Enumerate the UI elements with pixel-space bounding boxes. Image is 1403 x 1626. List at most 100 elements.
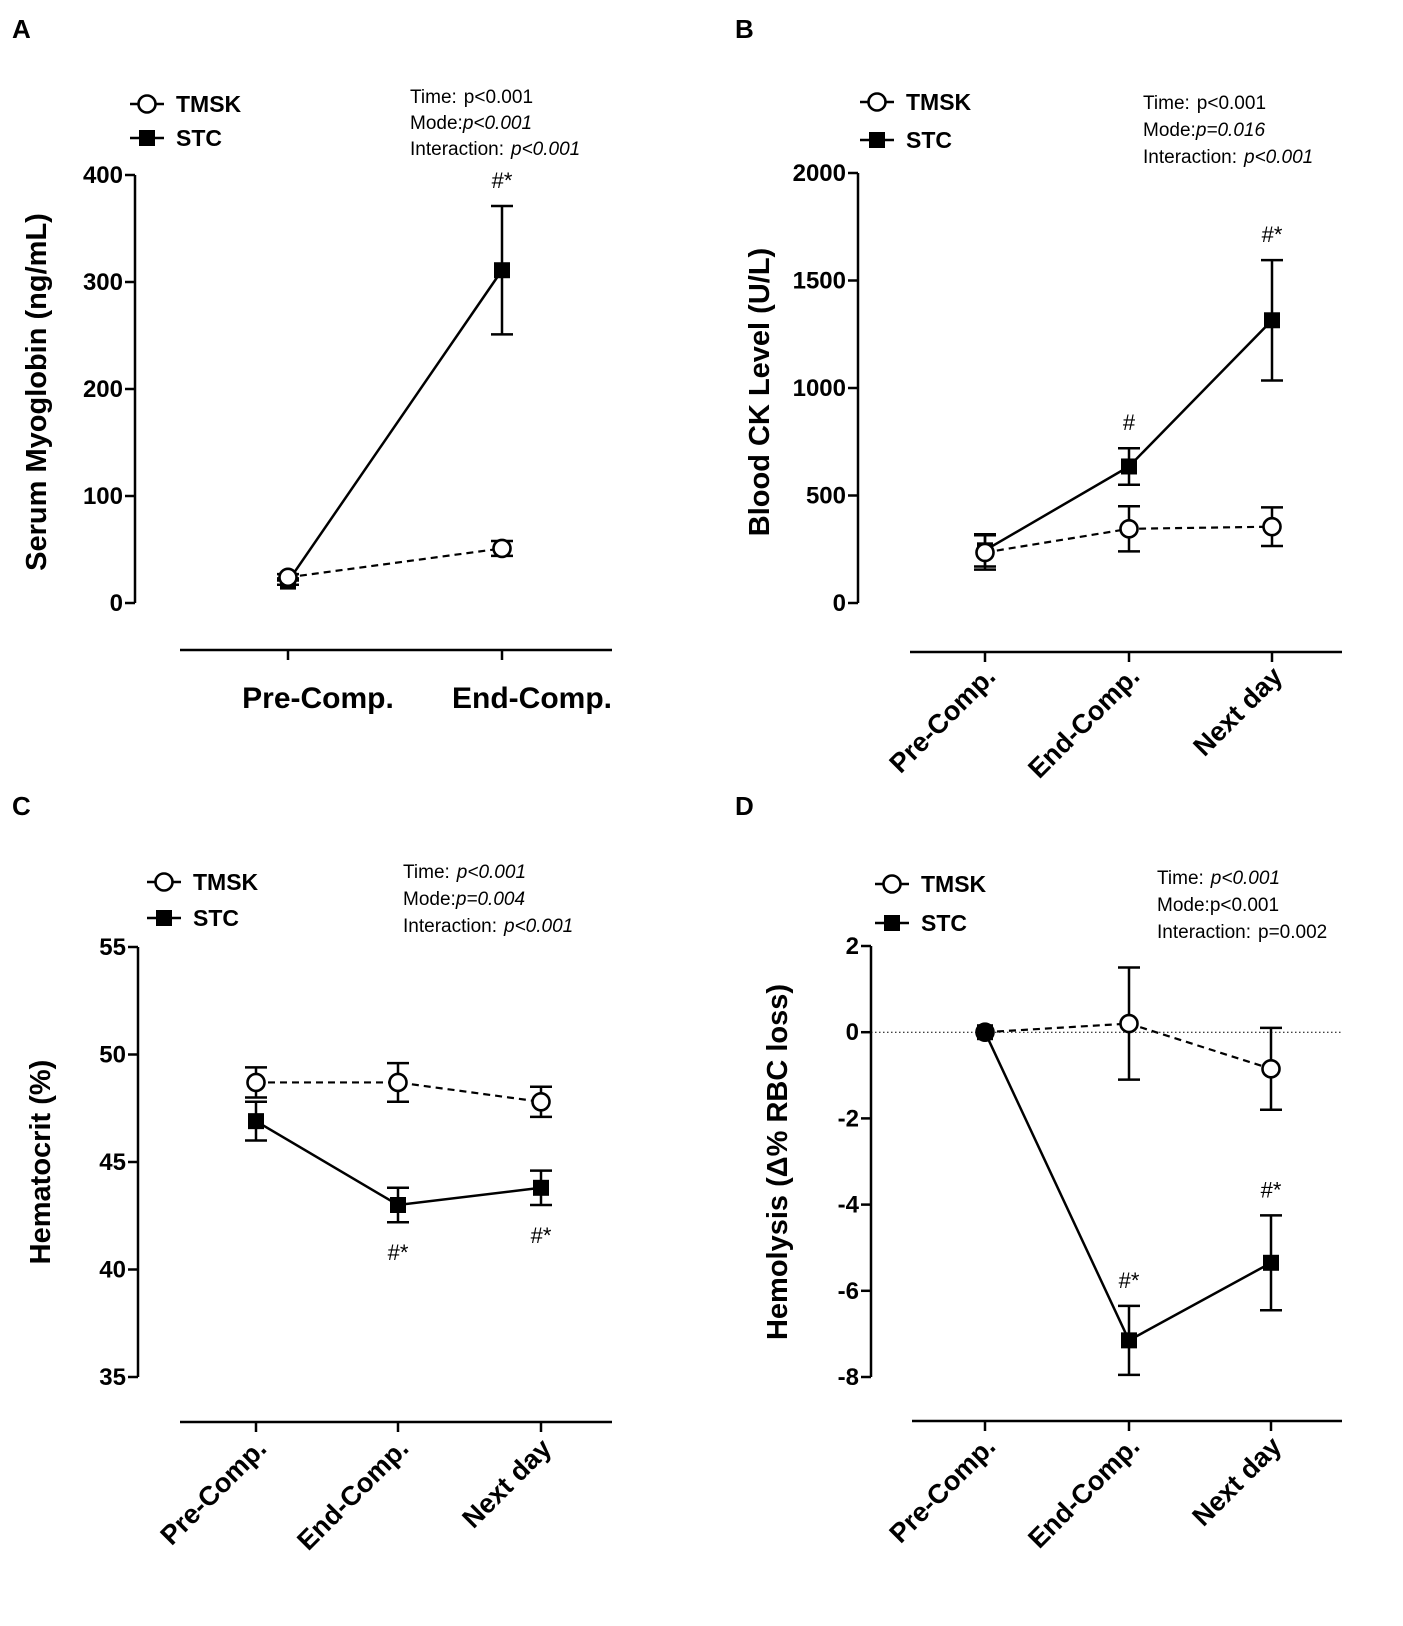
legend-c: TMSK STC: [147, 869, 259, 931]
significance-mark: #*: [388, 1240, 409, 1265]
data-point-tmsk: [1262, 516, 1282, 537]
stat-label: Mode:: [1143, 120, 1196, 141]
y-tick-label: 500: [806, 483, 846, 510]
data-point-stc: [390, 1197, 406, 1213]
stat-line: Time: p<0.001: [1157, 868, 1280, 889]
legend-marker-tmsk: [137, 94, 157, 114]
stat-value: p<0.001: [1210, 868, 1280, 889]
data-point-tmsk: [278, 567, 298, 588]
series-a: [277, 204, 513, 590]
stat-label: Mode:: [403, 889, 456, 910]
series-d: [975, 966, 1282, 1377]
stat-value: p<0.001: [462, 113, 532, 134]
legend-marker-tmsk: [882, 874, 902, 894]
stat-value: p=0.004: [455, 889, 525, 910]
stat-line: Mode:p=0.016: [1143, 120, 1265, 141]
x-tick-label: Next day: [456, 1433, 557, 1534]
y-tick-label: -2: [838, 1105, 859, 1132]
legend-b: TMSK STC: [860, 89, 972, 153]
legend-label-stc: STC: [193, 905, 239, 931]
axes-a: 0 100 200 300 400 Pre-Comp. End-Comp.: [83, 162, 612, 715]
y-tick-label: 0: [833, 590, 846, 617]
data-point-tmsk: [975, 542, 995, 563]
data-point-tmsk: [531, 1092, 551, 1112]
data-point-stc: [1121, 458, 1137, 475]
stat-line: Interaction: p=0.002: [1157, 922, 1327, 943]
stat-value: p<0.001: [464, 87, 533, 108]
y-tick-label: 0: [110, 590, 123, 617]
y-tick-label: 55: [99, 934, 126, 961]
y-tick-label: 40: [99, 1257, 126, 1284]
stat-label: Interaction:: [403, 916, 497, 937]
significance-mark: #*: [531, 1223, 552, 1248]
stat-label: Interaction:: [1143, 147, 1237, 168]
y-axis-label-d: Hemolysis (Δ% RBC loss): [762, 984, 794, 1340]
stat-line: Time: p<0.001: [410, 87, 533, 108]
stat-line: Time: p<0.001: [403, 862, 526, 883]
y-tick-label: 400: [83, 162, 123, 189]
y-tick-label: -6: [838, 1278, 859, 1305]
significance-mark: #: [1123, 410, 1136, 435]
panel-b: B Blood CK Level (U/L) TMSK STC Time: p<0.…: [735, 14, 1342, 784]
stat-label: Interaction:: [410, 139, 504, 160]
y-tick-label: 300: [83, 269, 123, 296]
legend-a: TMSK STC: [130, 91, 242, 151]
stat-line: Interaction: p<0.001: [1143, 147, 1313, 168]
stat-value: p<0.001: [456, 862, 526, 883]
x-tick-label: Pre-Comp.: [883, 661, 1001, 779]
stat-value: p<0.001: [1243, 147, 1313, 168]
stat-line: Mode:p<0.001: [410, 113, 532, 134]
stat-line: Time: p<0.001: [1143, 93, 1266, 114]
y-tick-label: 100: [83, 483, 123, 510]
y-tick-label: 0: [846, 1019, 859, 1046]
y-tick-label: 1000: [793, 375, 846, 402]
stat-value: p=0.016: [1195, 120, 1266, 141]
data-point-tmsk: [388, 1072, 408, 1093]
data-point-tmsk: [1261, 1059, 1281, 1079]
stat-line: Mode:p=0.004: [403, 889, 525, 910]
significance-mark: #*: [1261, 1177, 1282, 1202]
y-axis-label-a: Serum Myoglobin (ng/mL): [21, 213, 53, 571]
legend-marker-tmsk: [867, 92, 887, 112]
stat-line: Interaction: p<0.001: [403, 916, 573, 937]
stat-line: Interaction: p<0.001: [410, 139, 580, 160]
x-tick-label: End-Comp.: [1022, 661, 1145, 784]
legend-label-tmsk: TMSK: [906, 89, 972, 115]
annotations-c: #* #*: [388, 1223, 552, 1265]
stat-value: p<0.001: [1210, 895, 1279, 916]
panel-label-b: B: [735, 14, 754, 44]
data-point-tmsk: [1119, 519, 1139, 539]
data-point-tmsk: [975, 1022, 995, 1042]
legend-d: TMSK STC: [875, 871, 987, 936]
y-tick-label: 200: [83, 376, 123, 403]
significance-mark: #*: [492, 168, 513, 193]
series-c: [245, 1061, 552, 1224]
y-tick-label: 2000: [793, 160, 846, 187]
y-tick-label: 45: [99, 1149, 126, 1176]
y-tick-label: 50: [99, 1042, 126, 1069]
significance-mark: #*: [1262, 222, 1283, 247]
legend-label-tmsk: TMSK: [193, 869, 259, 895]
stat-label: Time:: [1143, 93, 1190, 114]
panel-d: D Hemolysis (Δ% RBC loss) TMSK STC Time: p…: [735, 791, 1342, 1554]
x-tick-label: Pre-Comp.: [883, 1431, 1001, 1549]
annotations-a: #*: [492, 168, 513, 193]
x-tick-label: Pre-Comp.: [154, 1433, 272, 1551]
panel-label-a: A: [12, 14, 31, 44]
x-tick-label: Pre-Comp.: [242, 682, 394, 715]
stat-value: p<0.001: [1197, 93, 1266, 114]
legend-label-stc: STC: [906, 127, 952, 153]
stat-label: Mode:: [410, 113, 463, 134]
legend-marker-tmsk: [154, 872, 174, 892]
stat-label: Interaction:: [1157, 922, 1251, 943]
panel-label-c: C: [12, 791, 31, 821]
series-line-tmsk: [287, 547, 503, 579]
stat-value: p<0.001: [510, 139, 580, 160]
data-point-tmsk: [492, 538, 512, 559]
